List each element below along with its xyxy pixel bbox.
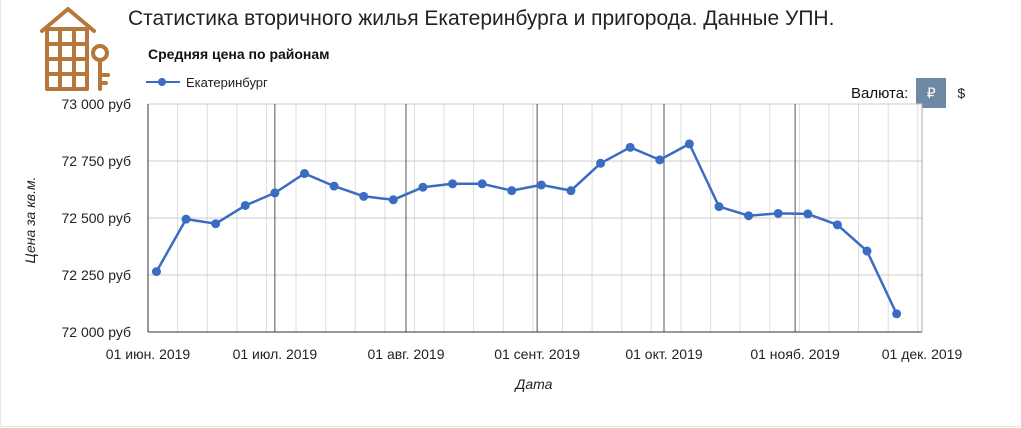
data-point xyxy=(388,195,398,205)
data-point xyxy=(596,158,606,168)
currency-switcher: Валюта: ₽ $ xyxy=(851,78,977,108)
data-point xyxy=(270,188,280,198)
data-point xyxy=(211,219,221,229)
currency-label: Валюта: xyxy=(851,84,909,102)
y-tick-label: 72 250 руб xyxy=(61,267,131,283)
currency-usd-button[interactable]: $ xyxy=(946,78,977,108)
y-tick-label: 72 000 руб xyxy=(61,324,131,340)
data-point xyxy=(744,211,754,221)
data-point xyxy=(625,142,635,152)
data-point xyxy=(418,182,428,192)
x-tick-label: 01 дек. 2019 xyxy=(882,346,963,362)
data-point xyxy=(240,200,250,210)
data-point xyxy=(507,186,517,196)
data-point xyxy=(832,220,842,230)
data-point xyxy=(536,180,546,190)
data-point xyxy=(329,181,339,191)
data-point xyxy=(448,179,458,189)
x-tick-label: 01 июн. 2019 xyxy=(106,346,191,362)
data-point xyxy=(655,155,665,165)
data-point xyxy=(477,179,487,189)
data-point xyxy=(862,246,872,256)
y-tick-label: 72 750 руб xyxy=(61,153,131,169)
y-tick-label: 72 500 руб xyxy=(61,210,131,226)
y-axis-title: Цена за кв.м. xyxy=(22,177,38,264)
x-tick-label: 01 окт. 2019 xyxy=(625,346,703,362)
data-point xyxy=(803,209,813,219)
data-point xyxy=(684,139,694,149)
data-point xyxy=(151,267,161,277)
x-tick-label: 01 июл. 2019 xyxy=(233,346,318,362)
building-key-logo-icon xyxy=(40,7,110,91)
page-title: Статистика вторичного жилья Екатеринбург… xyxy=(128,7,835,30)
series-line xyxy=(155,142,898,315)
data-point xyxy=(714,202,724,212)
y-tick-label: 73 000 руб xyxy=(61,96,131,112)
data-point xyxy=(773,208,783,218)
data-point xyxy=(359,191,369,201)
x-axis-title: Дата xyxy=(514,376,553,392)
data-point xyxy=(299,169,309,179)
legend-label-ekaterinburg: Екатеринбург xyxy=(186,74,268,90)
currency-rub-button[interactable]: ₽ xyxy=(916,78,947,108)
x-tick-label: 01 нояб. 2019 xyxy=(750,346,840,362)
legend-line-marker-icon xyxy=(146,76,180,88)
data-point xyxy=(566,186,576,196)
legend[interactable]: Екатеринбург xyxy=(146,73,268,91)
chart-title: Средняя цена по районам xyxy=(148,46,330,62)
data-point xyxy=(892,309,902,319)
x-tick-label: 01 авг. 2019 xyxy=(367,346,444,362)
x-tick-label: 01 сент. 2019 xyxy=(494,346,580,362)
data-point xyxy=(181,214,191,224)
